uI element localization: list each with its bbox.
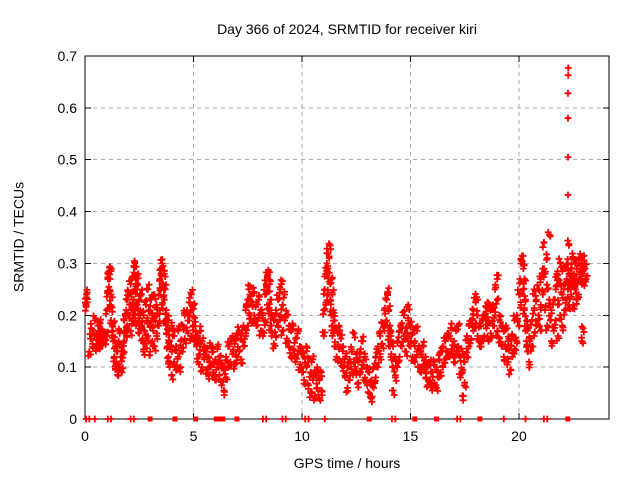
x-tick-label: 5 bbox=[190, 428, 198, 444]
data-points-layer bbox=[82, 64, 591, 406]
x-axis-label: GPS time / hours bbox=[293, 455, 401, 471]
x-tick-label: 20 bbox=[511, 428, 527, 444]
y-tick-label: 0.2 bbox=[58, 307, 78, 323]
y-tick-label: 0.7 bbox=[58, 48, 78, 64]
x-tick-label: 10 bbox=[294, 428, 310, 444]
y-tick-label: 0 bbox=[69, 411, 77, 427]
y-tick-label: 0.1 bbox=[58, 359, 78, 375]
x-tick-label: 0 bbox=[81, 428, 89, 444]
y-tick-label: 0.4 bbox=[58, 204, 78, 220]
y-tick-label: 0.6 bbox=[58, 100, 78, 116]
y-tick-label: 0.3 bbox=[58, 255, 78, 271]
plot-border bbox=[84, 55, 610, 420]
x-tick-label: 15 bbox=[403, 428, 419, 444]
zero-plus-markers bbox=[82, 415, 551, 423]
chart-title: Day 366 of 2024, SRMTID for receiver kir… bbox=[217, 21, 477, 37]
y-tick-label: 0.5 bbox=[58, 152, 78, 168]
